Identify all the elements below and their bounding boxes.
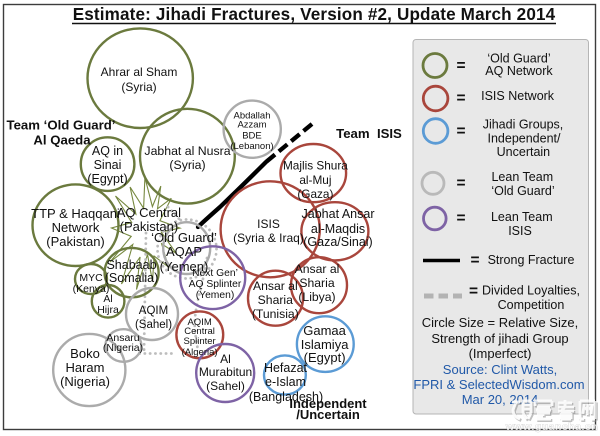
- svg-text:BDE: BDE: [242, 131, 262, 142]
- svg-text:/Uncertain: /Uncertain: [296, 407, 360, 422]
- svg-text:Independent: Independent: [289, 396, 367, 411]
- svg-text:Ansar al: Ansar al: [253, 279, 298, 293]
- svg-text:Al: Al: [220, 352, 231, 366]
- svg-text:(Gaza): (Gaza): [297, 187, 333, 201]
- svg-text:(Syria): (Syria): [121, 80, 156, 94]
- svg-text:(Bangladesh): (Bangladesh): [249, 390, 323, 404]
- svg-text:(Pakistan): (Pakistan): [120, 219, 179, 234]
- svg-text:Divided Loyalties,: Divided Loyalties,: [482, 284, 580, 298]
- svg-text:Haram: Haram: [65, 360, 104, 375]
- svg-text:(Yemen): (Yemen): [160, 259, 209, 274]
- svg-text:(Sahel): (Sahel): [135, 319, 172, 331]
- svg-text:AQ in: AQ in: [92, 144, 123, 158]
- svg-text:=: =: [456, 123, 465, 140]
- svg-text:Competition: Competition: [498, 298, 565, 312]
- svg-text:Al: Al: [103, 293, 112, 305]
- svg-text:Islamiya: Islamiya: [301, 337, 349, 352]
- svg-text:Team ISIS: Team ISIS: [336, 126, 402, 141]
- svg-text:(Sahel): (Sahel): [206, 379, 245, 393]
- svg-text:Strong Fracture: Strong Fracture: [488, 253, 575, 267]
- svg-text:=: =: [456, 210, 465, 227]
- svg-text:AQAP: AQAP: [166, 244, 202, 259]
- svg-text:Ansar al: Ansar al: [295, 262, 340, 276]
- svg-text:(Pakistan): (Pakistan): [46, 234, 105, 249]
- svg-text:AQ Central: AQ Central: [117, 205, 181, 220]
- svg-text:Jihadi Groups,: Jihadi Groups,: [483, 117, 564, 131]
- svg-text:Lean Team: Lean Team: [491, 210, 553, 224]
- svg-text:Boko: Boko: [70, 346, 100, 361]
- svg-text:Al Qaeda: Al Qaeda: [33, 133, 91, 148]
- svg-text:ISIS: ISIS: [508, 224, 532, 238]
- svg-text:(Imperfect): (Imperfect): [469, 346, 532, 361]
- svg-text:(Tunisia): (Tunisia): [252, 307, 299, 321]
- svg-text:Sharia: Sharia: [299, 276, 334, 290]
- svg-text:(Nigeria): (Nigeria): [103, 342, 143, 354]
- svg-text:(Egypt): (Egypt): [304, 350, 346, 365]
- svg-text:FPRI & SelectedWisdom.com: FPRI & SelectedWisdom.com: [413, 377, 584, 392]
- svg-text:Network: Network: [52, 220, 100, 235]
- svg-text:MYC: MYC: [79, 272, 103, 284]
- svg-text:Majlis Shura: Majlis Shura: [283, 159, 348, 173]
- svg-text:Sharia: Sharia: [258, 293, 293, 307]
- svg-text:=: =: [469, 283, 478, 300]
- svg-text:(Libya): (Libya): [298, 290, 335, 304]
- svg-text:=: =: [456, 58, 465, 75]
- svg-text:Ahrar al Sham: Ahrar al Sham: [101, 65, 178, 79]
- svg-text:Circle Size = Relative Size,: Circle Size = Relative Size,: [422, 315, 578, 330]
- svg-text:Source: Clint Watts,: Source: Clint Watts,: [443, 362, 557, 377]
- svg-text:Shabaab: Shabaab: [106, 258, 156, 272]
- svg-text:e-Islam: e-Islam: [265, 375, 306, 389]
- svg-text:ISIS: ISIS: [257, 217, 280, 231]
- svg-text:Jabhat al Nusra: Jabhat al Nusra: [144, 144, 230, 158]
- svg-text:(Gaza/Sinai): (Gaza/Sinai): [303, 235, 372, 249]
- svg-text:Abdallah: Abdallah: [234, 111, 271, 122]
- svg-text:Splinter: Splinter: [183, 336, 215, 347]
- svg-text:AQIM: AQIM: [139, 305, 168, 317]
- svg-text:Murabitun: Murabitun: [199, 365, 252, 379]
- svg-text:(Syria & Iraq): (Syria & Iraq): [233, 231, 304, 245]
- svg-text:‘Old Guard’: ‘Old Guard’: [487, 52, 550, 66]
- svg-text:Hefazat: Hefazat: [264, 361, 308, 375]
- svg-text:(Nigeria): (Nigeria): [60, 374, 110, 389]
- svg-text:Azzam: Azzam: [237, 120, 266, 131]
- svg-text:(Lebanon): (Lebanon): [230, 141, 273, 152]
- svg-text:Central: Central: [184, 326, 215, 337]
- svg-text:Strength of jihadi Group: Strength of jihadi Group: [431, 331, 568, 346]
- svg-text:Sinai: Sinai: [94, 158, 122, 172]
- svg-text:(Kenya): (Kenya): [73, 283, 110, 295]
- svg-text:=: =: [470, 252, 479, 269]
- svg-text:‘Old Guard’: ‘Old Guard’: [151, 230, 217, 245]
- svg-text:al-Maqdis: al-Maqdis: [311, 222, 365, 236]
- svg-text:(Syria): (Syria): [169, 158, 205, 172]
- svg-text:Jabhat Ansar: Jabhat Ansar: [302, 207, 375, 221]
- svg-text:Hijra: Hijra: [97, 304, 119, 316]
- svg-text:Next Gen’: Next Gen’: [192, 268, 238, 279]
- svg-text:(Yemen): (Yemen): [196, 290, 235, 301]
- svg-text:=: =: [456, 90, 465, 107]
- svg-text:al-Muj: al-Muj: [299, 173, 331, 187]
- svg-text:AQIM: AQIM: [187, 317, 211, 328]
- svg-text:TTP & Haqqani: TTP & Haqqani: [31, 206, 120, 221]
- svg-text:Independent/: Independent/: [488, 131, 562, 145]
- svg-text:Lean Team: Lean Team: [491, 170, 553, 184]
- svg-text:(Somalia): (Somalia): [105, 271, 159, 285]
- svg-text:Estimate: Jihadi Fractures, Ve: Estimate: Jihadi Fractures, Version #2, …: [73, 5, 556, 24]
- svg-text:www.guancha.cn: www.guancha.cn: [505, 421, 598, 433]
- svg-text:‘Old Guard’: ‘Old Guard’: [491, 184, 554, 198]
- svg-text:AQ Network: AQ Network: [485, 64, 553, 78]
- svg-text:Uncertain: Uncertain: [497, 145, 551, 159]
- svg-text:Gamaa: Gamaa: [303, 323, 346, 338]
- svg-text:(Algeria): (Algeria): [182, 347, 218, 358]
- svg-text:Team ‘Old Guard’: Team ‘Old Guard’: [7, 118, 116, 133]
- svg-text:=: =: [456, 175, 465, 192]
- svg-text:Ansaru: Ansaru: [106, 332, 139, 344]
- svg-text:(Egypt): (Egypt): [87, 172, 127, 186]
- svg-text:ISIS Network: ISIS Network: [481, 89, 555, 103]
- svg-text:AQ Splinter: AQ Splinter: [189, 279, 242, 290]
